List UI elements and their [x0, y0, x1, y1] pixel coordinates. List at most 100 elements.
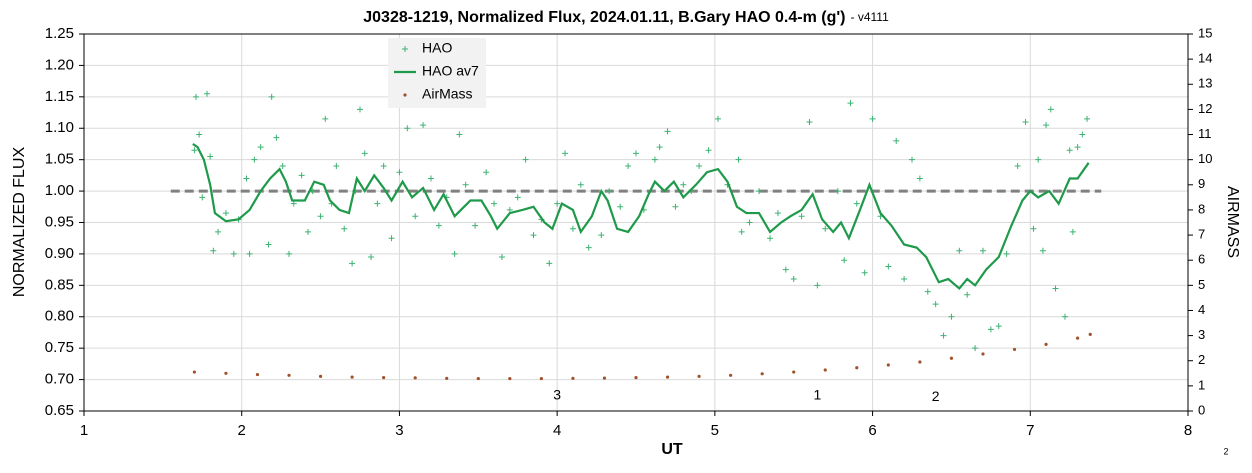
data-point	[738, 228, 745, 235]
data-point	[268, 93, 275, 100]
data-point	[814, 282, 821, 289]
data-point	[255, 372, 260, 377]
data-point	[196, 131, 203, 138]
data-point	[192, 93, 199, 100]
y2-tick-label: 2	[1198, 352, 1205, 367]
y2-tick-label: 10	[1198, 151, 1212, 166]
data-point	[606, 188, 613, 195]
data-point	[1079, 131, 1086, 138]
data-point	[885, 263, 892, 270]
data-point	[841, 257, 848, 264]
data-point	[1039, 247, 1046, 254]
data-point	[522, 156, 529, 163]
data-point	[451, 250, 458, 257]
data-point	[847, 100, 854, 107]
data-point	[498, 254, 505, 261]
data-point	[792, 370, 796, 374]
y-tick-label: 1.05	[45, 151, 74, 168]
y2-tick-label: 0	[1198, 402, 1205, 417]
data-point	[491, 200, 498, 207]
y-tick-label: 1.00	[45, 182, 74, 199]
x-tick-label: 4	[553, 422, 561, 439]
data-point	[222, 210, 229, 217]
data-point	[697, 374, 701, 378]
data-point	[427, 175, 434, 182]
legend-label: HAO	[422, 40, 452, 56]
annotation: 1	[813, 387, 821, 403]
data-point	[909, 156, 915, 163]
data-point	[987, 326, 994, 333]
y-tick-label: 0.90	[45, 245, 74, 262]
data-point	[191, 147, 198, 154]
data-point	[279, 162, 286, 169]
data-point	[506, 206, 513, 213]
data-point	[1022, 118, 1029, 125]
data-point	[435, 222, 442, 229]
data-point	[333, 162, 340, 169]
data-point	[539, 376, 543, 381]
data-point	[756, 188, 763, 195]
y-tick-label: 0.85	[45, 276, 74, 293]
data-point	[1061, 313, 1068, 320]
data-point	[1088, 332, 1092, 336]
data-point	[368, 254, 375, 261]
data-point	[413, 376, 417, 380]
data-point	[290, 200, 297, 207]
data-point	[243, 175, 250, 182]
data-point	[918, 360, 922, 364]
y2-tick-label: 8	[1198, 201, 1205, 216]
y-tick-label: 1.10	[45, 119, 74, 136]
data-point	[916, 175, 923, 182]
data-point	[318, 374, 323, 378]
data-point	[861, 269, 868, 276]
y2-tick-label: 6	[1198, 252, 1205, 267]
y-tick-label: 0.95	[45, 213, 74, 230]
data-point	[456, 131, 463, 138]
data-point	[664, 128, 671, 135]
x-tick-label: 1	[80, 422, 88, 439]
x-tick-label: 7	[1026, 422, 1034, 439]
data-point	[246, 250, 253, 257]
data-point	[265, 241, 272, 248]
data-point	[388, 235, 395, 242]
data-point	[767, 235, 774, 242]
y-tick-label: 1.25	[45, 25, 74, 42]
y-tick-label: 0.75	[45, 339, 74, 356]
x-tick-label: 3	[395, 422, 403, 439]
data-point	[341, 225, 348, 232]
x-tick-label: 2	[238, 422, 246, 439]
y-tick-label: 1.15	[45, 88, 74, 105]
data-point	[396, 169, 403, 176]
data-point	[1052, 285, 1059, 292]
y2-tick-label: 5	[1198, 277, 1205, 292]
y2-tick-label: 3	[1198, 327, 1205, 342]
y2-tick-label: 7	[1198, 227, 1205, 242]
data-point	[554, 200, 561, 207]
data-point	[729, 373, 733, 377]
x-tick-label: 8	[1184, 422, 1192, 439]
x-tick-label: 6	[868, 422, 876, 439]
data-point	[322, 115, 329, 122]
data-point	[940, 332, 947, 339]
data-point	[304, 228, 311, 235]
data-point	[1030, 225, 1037, 232]
data-point	[199, 194, 206, 201]
y2-tick-label: 13	[1198, 76, 1212, 91]
data-point	[562, 150, 569, 157]
data-point	[886, 363, 890, 367]
data-point	[834, 188, 841, 195]
data-point	[569, 225, 576, 232]
data-point	[634, 375, 638, 380]
data-point	[273, 134, 280, 141]
y2-tick-label: 12	[1198, 101, 1212, 116]
y2-tick-label: 9	[1198, 176, 1205, 191]
data-point	[633, 150, 639, 157]
data-point	[1076, 336, 1080, 340]
legend-swatch	[403, 93, 407, 97]
y-axis-label: NORMALIZED FLUX	[11, 147, 28, 298]
data-point	[1003, 250, 1010, 257]
y-tick-label: 0.70	[45, 371, 74, 388]
data-point	[995, 323, 1002, 330]
data-point	[855, 366, 859, 370]
